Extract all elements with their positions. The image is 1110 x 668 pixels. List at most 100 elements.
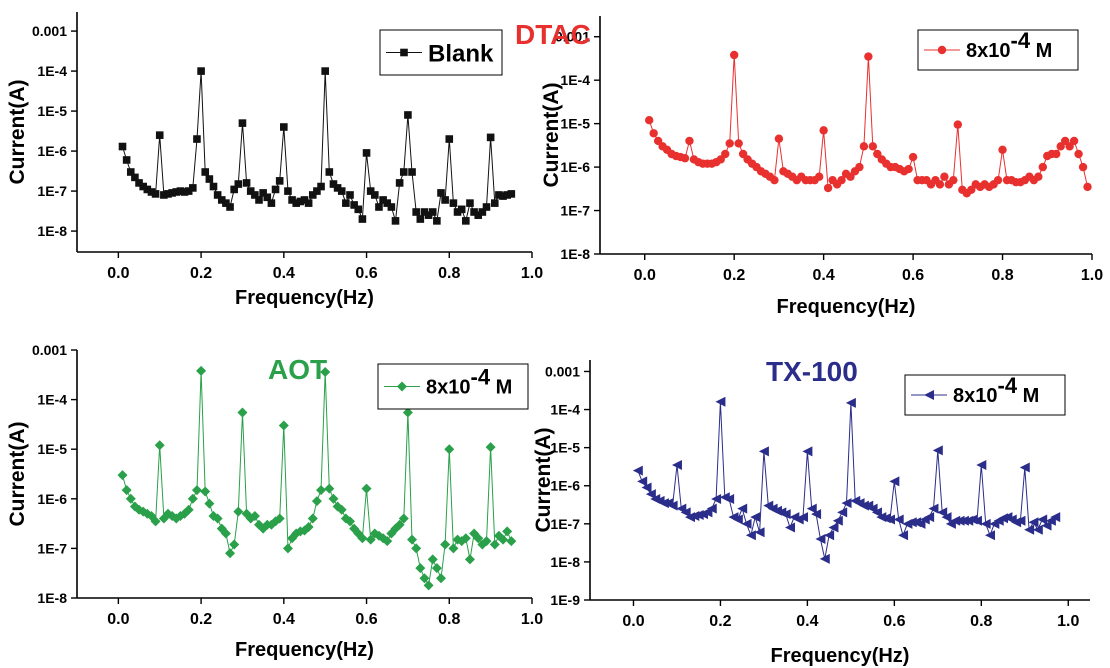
data-point bbox=[122, 156, 131, 164]
data-point bbox=[346, 191, 354, 199]
data-point bbox=[383, 199, 392, 207]
y-axis-title: Current(A) bbox=[6, 422, 29, 527]
data-point bbox=[449, 199, 458, 207]
data-point bbox=[366, 187, 375, 195]
data-point bbox=[168, 189, 176, 197]
data-point bbox=[457, 205, 466, 214]
data-point bbox=[436, 573, 446, 584]
data-point bbox=[375, 203, 383, 211]
data-point bbox=[445, 135, 454, 143]
data-point bbox=[1032, 524, 1043, 535]
data-point bbox=[135, 179, 143, 187]
data-point bbox=[815, 533, 826, 544]
data-point bbox=[711, 493, 722, 504]
data-point bbox=[191, 485, 202, 496]
data-point bbox=[345, 516, 355, 527]
data-point bbox=[408, 168, 416, 176]
data-point bbox=[275, 177, 284, 185]
x-tick-label: 0.0 bbox=[107, 611, 129, 628]
data-point bbox=[482, 203, 491, 211]
data-point bbox=[828, 522, 839, 533]
data-point bbox=[320, 367, 331, 378]
data-point bbox=[448, 543, 459, 554]
data-point bbox=[837, 175, 846, 185]
data-point bbox=[721, 149, 730, 159]
legend: 8x10-4 M bbox=[917, 28, 1079, 71]
data-point bbox=[1083, 182, 1092, 192]
data-point bbox=[737, 503, 748, 514]
data-point bbox=[428, 208, 437, 216]
data-point bbox=[274, 513, 285, 524]
data-point bbox=[404, 111, 412, 119]
x-tick-label: 0.4 bbox=[273, 265, 295, 282]
data-point bbox=[292, 199, 301, 207]
data-point bbox=[154, 440, 165, 451]
data-point bbox=[1052, 149, 1061, 159]
data-point bbox=[780, 509, 791, 520]
y-tick-label: 0.001 bbox=[32, 23, 67, 39]
x-tick-label: 0.6 bbox=[902, 267, 924, 284]
data-point bbox=[898, 530, 909, 541]
data-point bbox=[499, 192, 507, 200]
y-tick-label: 0.001 bbox=[555, 29, 590, 45]
y-tick-label: 1E-7 bbox=[37, 540, 67, 556]
x-tick-label: 0.2 bbox=[709, 613, 731, 630]
data-point bbox=[296, 197, 305, 206]
data-point bbox=[971, 515, 982, 526]
y-tick-label: 1E-8 bbox=[37, 590, 67, 606]
legend: 8x10-4 M bbox=[377, 363, 529, 410]
data-point bbox=[118, 142, 127, 151]
data-point bbox=[453, 208, 462, 216]
data-point bbox=[416, 215, 425, 223]
data-point bbox=[1069, 136, 1079, 146]
x-tick-label: 0.0 bbox=[107, 265, 129, 282]
data-point bbox=[506, 536, 517, 547]
data-point bbox=[502, 526, 513, 537]
legend: Blank bbox=[379, 29, 503, 76]
data-point bbox=[871, 507, 882, 518]
data-point bbox=[365, 534, 376, 545]
x-axis-title: Frequency(Hz) bbox=[235, 639, 374, 661]
data-point bbox=[354, 205, 363, 214]
y-tick-label: 1E-5 bbox=[560, 116, 590, 132]
data-point bbox=[209, 182, 218, 191]
data-point bbox=[333, 184, 342, 192]
x-axis-title: Frequency(Hz) bbox=[235, 287, 374, 309]
data-point bbox=[324, 483, 335, 494]
data-point bbox=[189, 184, 197, 192]
data-point bbox=[976, 460, 987, 471]
data-point bbox=[715, 396, 726, 407]
data-point bbox=[507, 190, 516, 198]
data-point bbox=[246, 187, 255, 195]
y-tick-label: 0.001 bbox=[545, 363, 580, 379]
data-point bbox=[316, 485, 327, 496]
data-point bbox=[1015, 515, 1026, 526]
data-point bbox=[263, 193, 272, 202]
data-point bbox=[230, 185, 238, 194]
data-point bbox=[249, 511, 260, 522]
x-axis-title: Frequency(Hz) bbox=[771, 645, 910, 667]
data-point bbox=[150, 516, 161, 527]
data-point bbox=[357, 533, 368, 544]
data-point bbox=[754, 527, 765, 538]
data-point bbox=[819, 126, 828, 135]
x-tick-label: 1.0 bbox=[521, 611, 543, 628]
data-point bbox=[685, 136, 694, 146]
x-tick-label: 0.6 bbox=[355, 265, 377, 282]
data-point bbox=[259, 189, 267, 197]
chart-title: DTAC bbox=[515, 19, 591, 50]
data-point bbox=[126, 168, 135, 176]
data-point bbox=[437, 189, 445, 197]
data-point bbox=[470, 208, 478, 216]
data-point bbox=[1038, 162, 1048, 172]
data-point bbox=[267, 199, 276, 207]
x-tick-label: 1.0 bbox=[1081, 267, 1103, 284]
legend-swatch-marker bbox=[937, 45, 947, 55]
data-point bbox=[143, 185, 152, 194]
data-point bbox=[229, 539, 240, 550]
data-point bbox=[271, 185, 280, 194]
data-point bbox=[949, 175, 958, 185]
data-point bbox=[806, 503, 817, 514]
chart-panel-2: 0.0 0.2 0.4 0.6 0.8 1.0 0.001 1E-4 1E-5 1E-6 1E-7 1… bbox=[515, 16, 1103, 318]
